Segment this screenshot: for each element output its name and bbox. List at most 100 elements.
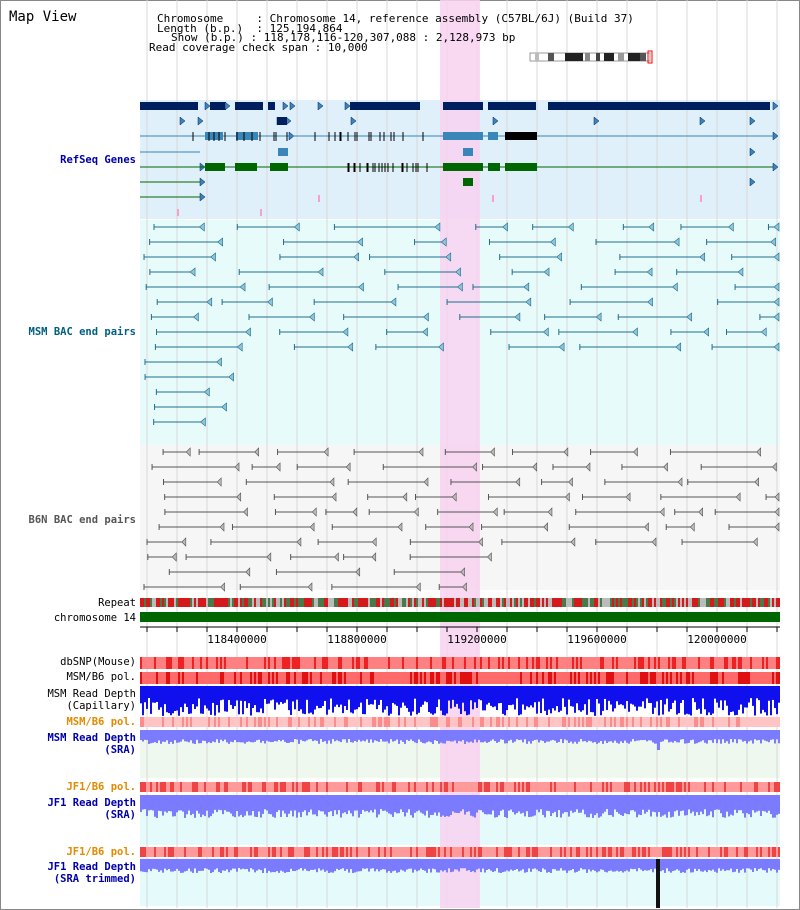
heat-cell [676, 717, 678, 727]
repeat-element [408, 598, 410, 607]
depth-bar [700, 795, 702, 812]
heat-cell [142, 847, 144, 857]
heat-cell [226, 672, 228, 684]
heat-cell [254, 717, 256, 727]
depth-bar [552, 686, 554, 709]
depth-bar [488, 686, 490, 703]
depth-bar [436, 730, 438, 741]
depth-bar [484, 795, 486, 815]
track-label-msm-bac[interactable]: MSM BAC end pairs [28, 326, 136, 338]
heat-cell [256, 847, 258, 857]
depth-bar [310, 859, 312, 870]
depth-bar [320, 859, 322, 871]
depth-bar [366, 859, 368, 869]
track-label-msm-b6-pol-2[interactable]: MSM/B6 pol. [66, 716, 136, 728]
heat-cell [202, 672, 204, 684]
repeat-element [676, 598, 678, 607]
repeat-element [528, 598, 530, 607]
heat-cell [680, 657, 682, 669]
repeat-element [350, 598, 352, 607]
heat-cell [384, 847, 386, 857]
heat-cell [518, 782, 520, 792]
heat-cell [714, 657, 716, 669]
heat-cell [168, 657, 170, 669]
depth-bar [190, 686, 192, 714]
heat-cell [710, 672, 712, 684]
heat-cell [582, 672, 584, 684]
heat-cell [666, 847, 668, 857]
heat-cell [406, 657, 408, 669]
heat-cell [602, 782, 604, 792]
heat-cell [274, 672, 276, 684]
depth-bar [686, 859, 688, 870]
depth-bar [710, 686, 712, 716]
track-label-jf1-depth-trimmed[interactable]: JF1 Read Depth (SRA trimmed) [47, 861, 136, 885]
bac-end-arrow [659, 507, 665, 517]
depth-bar [200, 859, 202, 871]
heat-cell [640, 672, 642, 684]
depth-bar [774, 795, 776, 818]
heat-cell [762, 847, 764, 857]
heat-cell [226, 847, 228, 857]
heat-cell [564, 672, 566, 684]
track-label-jf1-pol-1[interactable]: JF1/B6 pol. [66, 781, 136, 793]
depth-bar [206, 730, 208, 744]
depth-bar [278, 795, 280, 811]
heat-cell [566, 657, 568, 669]
track-label-msm-depth-capillary[interactable]: MSM Read Depth (Capillary) [47, 688, 136, 712]
track-label-chromosome[interactable]: chromosome 14 [53, 612, 136, 624]
depth-bar [738, 795, 740, 811]
track-label-dbsnp[interactable]: dbSNP(Mouse) [60, 656, 136, 668]
depth-bar [622, 730, 624, 743]
depth-bar [626, 730, 628, 743]
heat-cell [590, 847, 592, 857]
track-label-b6n-bac[interactable]: B6N BAC end pairs [28, 514, 136, 526]
heat-cell [550, 847, 552, 857]
depth-bar [742, 730, 744, 742]
track-label-msm-depth-sra[interactable]: MSM Read Depth (SRA) [47, 732, 136, 756]
heat-cell [326, 657, 328, 669]
heat-cell [488, 717, 490, 727]
repeat-element [298, 598, 300, 607]
heat-cell [700, 657, 702, 669]
repeat-element [576, 598, 578, 607]
heat-cell [536, 672, 538, 684]
repeat-element [496, 598, 498, 607]
heat-cell [446, 657, 448, 669]
track-label-repeat[interactable]: Repeat [98, 597, 136, 609]
repeat-element [168, 598, 170, 607]
track-label-msm-b6-pol-1[interactable]: MSM/B6 pol. [66, 671, 136, 683]
depth-bar [296, 730, 298, 740]
depth-bar [760, 686, 762, 714]
depth-bar [256, 686, 258, 713]
heat-cell [504, 717, 506, 727]
heat-cell [272, 847, 274, 857]
heat-cell [660, 717, 662, 727]
depth-bar [266, 859, 268, 873]
heat-cell [394, 847, 396, 857]
depth-bar [564, 859, 566, 871]
depth-bar [262, 686, 264, 714]
heat-cell [492, 847, 494, 857]
heat-cell [278, 657, 280, 669]
heat-cell [722, 657, 724, 669]
heat-cell [294, 717, 296, 727]
depth-bar [572, 795, 574, 813]
depth-bar [736, 795, 738, 813]
depth-bar [552, 795, 554, 814]
repeat-element [190, 598, 192, 607]
repeat-element [464, 598, 466, 607]
depth-bar [628, 795, 630, 815]
depth-bar [666, 686, 668, 699]
depth-bar [646, 686, 648, 699]
depth-bar [502, 795, 504, 810]
track-label-jf1-pol-2[interactable]: JF1/B6 pol. [66, 846, 136, 858]
heat-cell [538, 672, 540, 684]
heat-cell [196, 672, 198, 684]
track-label-jf1-depth[interactable]: JF1 Read Depth (SRA) [47, 797, 136, 821]
heat-cell [188, 782, 190, 792]
depth-bar [278, 730, 280, 740]
track-label-refseq[interactable]: RefSeq Genes [60, 154, 136, 166]
heat-cell [380, 717, 382, 727]
